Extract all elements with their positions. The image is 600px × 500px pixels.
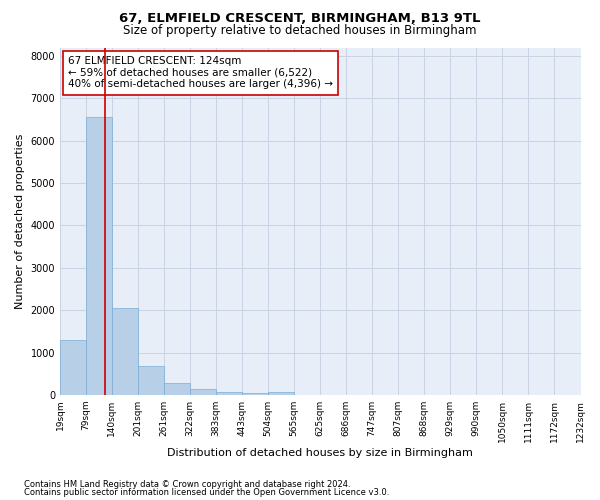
Bar [268,392,294,395]
Bar [164,382,190,395]
Bar [242,393,268,395]
Text: 67, ELMFIELD CRESCENT, BIRMINGHAM, B13 9TL: 67, ELMFIELD CRESCENT, BIRMINGHAM, B13 9… [119,12,481,26]
Bar [86,118,112,395]
X-axis label: Distribution of detached houses by size in Birmingham: Distribution of detached houses by size … [167,448,473,458]
Bar [60,340,86,395]
Y-axis label: Number of detached properties: Number of detached properties [15,134,25,309]
Title: 67, ELMFIELD CRESCENT, BIRMINGHAM, B13 9TL
Size of property relative to detached: 67, ELMFIELD CRESCENT, BIRMINGHAM, B13 9… [0,499,1,500]
Bar [190,390,216,395]
Bar [138,366,164,395]
Bar [217,392,242,395]
Text: Contains public sector information licensed under the Open Government Licence v3: Contains public sector information licen… [24,488,389,497]
Text: 67 ELMFIELD CRESCENT: 124sqm
← 59% of detached houses are smaller (6,522)
40% of: 67 ELMFIELD CRESCENT: 124sqm ← 59% of de… [68,56,333,90]
Text: Size of property relative to detached houses in Birmingham: Size of property relative to detached ho… [123,24,477,37]
Text: Contains HM Land Registry data © Crown copyright and database right 2024.: Contains HM Land Registry data © Crown c… [24,480,350,489]
Bar [112,308,138,395]
